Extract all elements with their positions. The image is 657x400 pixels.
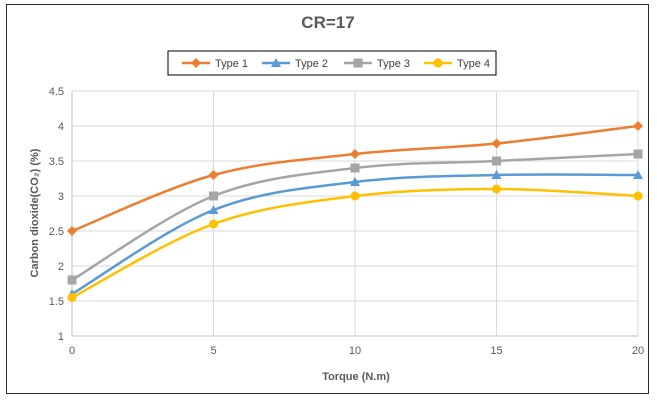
x-tick-label: 0 bbox=[69, 345, 75, 357]
y-tick-label: 3.5 bbox=[49, 156, 64, 168]
data-point bbox=[491, 138, 502, 149]
legend: Type 1 Type 2 Type 3 Type 4 bbox=[167, 50, 497, 76]
data-point bbox=[208, 205, 219, 214]
data-point bbox=[350, 177, 360, 186]
y-tick-label: 2 bbox=[58, 261, 64, 273]
y-tick-label: 1 bbox=[58, 331, 64, 343]
legend-label: Type 1 bbox=[215, 58, 248, 70]
data-point bbox=[350, 149, 360, 159]
x-tick-label: 10 bbox=[349, 345, 361, 357]
x-axis-label: Torque (N.m) bbox=[322, 371, 390, 383]
y-axis-label: Carbon dioxide(CO₂) (%) bbox=[29, 148, 41, 277]
series-type-1 bbox=[67, 121, 643, 236]
data-point bbox=[67, 226, 77, 236]
data-point bbox=[633, 191, 643, 201]
legend-label: Type 2 bbox=[295, 58, 328, 70]
y-tick-label: 4.5 bbox=[49, 86, 64, 98]
legend-item: Type 1 bbox=[182, 58, 248, 70]
legend-item: Type 3 bbox=[344, 58, 410, 70]
legend-marker bbox=[271, 58, 281, 67]
data-point bbox=[350, 163, 360, 173]
data-point bbox=[67, 293, 77, 302]
x-tick-label: 15 bbox=[490, 345, 502, 357]
y-tick-label: 2.5 bbox=[49, 226, 64, 238]
x-tick-label: 20 bbox=[632, 345, 644, 357]
legend-marker bbox=[191, 58, 201, 68]
data-point bbox=[633, 121, 643, 131]
legend-item: Type 2 bbox=[262, 58, 328, 70]
y-tick-label: 3 bbox=[58, 191, 64, 203]
grid bbox=[71, 90, 639, 337]
legend-marker bbox=[353, 58, 363, 68]
data-point bbox=[492, 156, 501, 166]
legend-item: Type 4 bbox=[424, 58, 490, 70]
data-point bbox=[633, 170, 643, 179]
legend-marker bbox=[433, 58, 443, 68]
y-tick-label: 1.5 bbox=[49, 296, 64, 308]
x-tick-label: 5 bbox=[210, 345, 216, 357]
data-point bbox=[491, 170, 502, 179]
data-point bbox=[209, 219, 218, 229]
series-type-3 bbox=[67, 149, 643, 285]
data-point bbox=[350, 191, 360, 201]
y-tick-label: 4 bbox=[58, 121, 64, 133]
series-type-4 bbox=[67, 184, 643, 302]
chart-title: CR=17 bbox=[301, 13, 354, 32]
data-point bbox=[209, 191, 218, 201]
legend-label: Type 3 bbox=[377, 58, 410, 70]
axes: 1 1.5 2 2.5 3 3.5 4 4.5 0 5 10 15 20 bbox=[49, 86, 644, 357]
legend-label: Type 4 bbox=[457, 58, 490, 70]
data-point bbox=[633, 149, 643, 159]
data-point bbox=[492, 184, 501, 194]
data-point bbox=[67, 275, 77, 285]
data-point bbox=[208, 170, 219, 180]
series-group bbox=[67, 121, 643, 302]
